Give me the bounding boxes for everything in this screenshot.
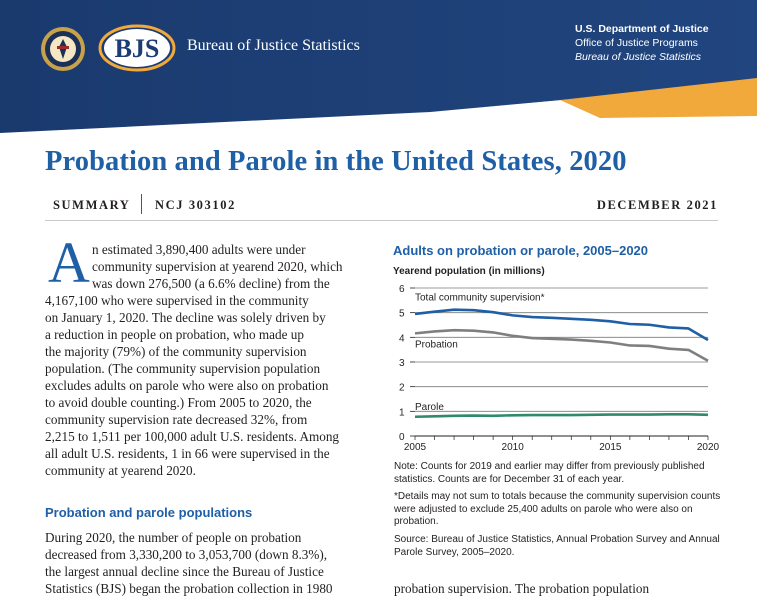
body-line: a reduction in people on probation, who … — [45, 327, 304, 342]
drop-cap: A — [48, 230, 90, 295]
body-line: probation supervision. The probation pop… — [394, 581, 650, 596]
body-line: population. (The community supervision p… — [45, 361, 321, 376]
body-line: During 2020, the number of people on pro… — [45, 530, 302, 545]
chart-y-axis-label: Yearend population (in millions) — [393, 266, 545, 277]
body-line: Statistics (BJS) began the probation col… — [45, 581, 333, 596]
y-tick-label: 5 — [399, 309, 405, 320]
body-line: all adult U.S. residents, 1 in 66 were s… — [45, 446, 330, 461]
header-banner — [0, 0, 757, 133]
body-line: to avoid double counting.) From 2005 to … — [45, 395, 312, 410]
y-tick-label: 3 — [399, 358, 405, 369]
chart-grid — [410, 287, 709, 440]
body-line: the majority (79%) of the community supe… — [45, 344, 307, 359]
page-title: Probation and Parole in the United State… — [45, 146, 627, 177]
x-axis-ticks: 2005 2010 2015 2020 — [404, 442, 720, 453]
x-tick-label: 2015 — [599, 442, 622, 453]
bjs-logo: BJS — [98, 24, 176, 72]
body-line: excludes adults on parole who were also … — [45, 378, 329, 393]
y-tick-label: 2 — [399, 383, 405, 394]
body-line: 2,215 to 1,511 per 100,000 adult U.S. re… — [45, 429, 340, 444]
body-line: community supervision at yearend 2020, w… — [92, 259, 343, 274]
x-tick-label: 2010 — [502, 442, 525, 453]
banner-background — [0, 0, 757, 133]
series-line-1 — [414, 308, 709, 342]
report-meta-bar: SUMMARY NCJ 303102 DECEMBER 2021 — [45, 190, 718, 221]
doj-seal-icon — [40, 26, 86, 72]
body-line: decreased from 3,330,200 to 3,053,700 (d… — [45, 547, 328, 562]
chart-note: Note: Counts for 2019 and earlier may di… — [394, 461, 705, 485]
chart-series — [414, 308, 709, 419]
x-tick-label: 2020 — [697, 442, 720, 453]
body-line: 4,167,100 who were supervised in the com… — [45, 293, 309, 308]
department-name: U.S. Department of Justice — [575, 23, 709, 35]
bjs-logo-text: BJS — [115, 34, 160, 63]
body-line: the largest annual decline since the Bur… — [45, 564, 324, 579]
office-name: Office of Justice Programs — [575, 37, 698, 49]
body-line: community supervision rate decreased 32%… — [45, 412, 308, 427]
body-line: was down 276,500 (a 6.6% decline) from t… — [92, 276, 330, 291]
section-heading: Probation and parole populations — [45, 505, 253, 520]
x-tick-label: 2005 — [404, 442, 427, 453]
department-block: U.S. Department of Justice Office of Jus… — [575, 22, 735, 64]
chart-source: Source: Bureau of Justice Statistics, An… — [394, 534, 720, 558]
y-tick-label: 6 — [399, 284, 405, 295]
summary-label: SUMMARY — [53, 198, 131, 212]
ncj-number: NCJ 303102 — [155, 198, 236, 212]
meta-divider — [141, 194, 142, 214]
y-tick-label: 1 — [399, 407, 405, 418]
body-line: community at yearend 2020. — [45, 463, 196, 478]
body-line: n estimated 3,890,400 adults were under — [92, 242, 306, 257]
report-date: DECEMBER 2021 — [596, 198, 718, 212]
chart-footnote: *Details may not sum to totals because t… — [394, 491, 721, 527]
series-label: Total community supervision* — [415, 293, 545, 304]
chart-title: Adults on probation or parole, 2005–2020 — [393, 243, 649, 258]
body-line: on January 1, 2020. The decline was sole… — [45, 310, 326, 325]
series-label: Probation — [415, 339, 458, 350]
bureau-name: Bureau of Justice Statistics — [187, 37, 360, 54]
line-chart: 0 1 2 3 4 5 6 2005 2010 2015 2020 Total community… — [399, 284, 720, 453]
series-labels: Total community supervision* Probation Par… — [415, 293, 545, 413]
y-tick-label: 4 — [399, 333, 405, 344]
y-tick-label: 0 — [399, 432, 405, 443]
bureau-name-italic: Bureau of Justice Statistics — [575, 51, 702, 63]
y-axis-ticks: 0 1 2 3 4 5 6 — [399, 284, 405, 443]
series-line-2 — [414, 328, 709, 362]
series-label: Parole — [415, 402, 444, 413]
series-line-3 — [414, 412, 709, 419]
